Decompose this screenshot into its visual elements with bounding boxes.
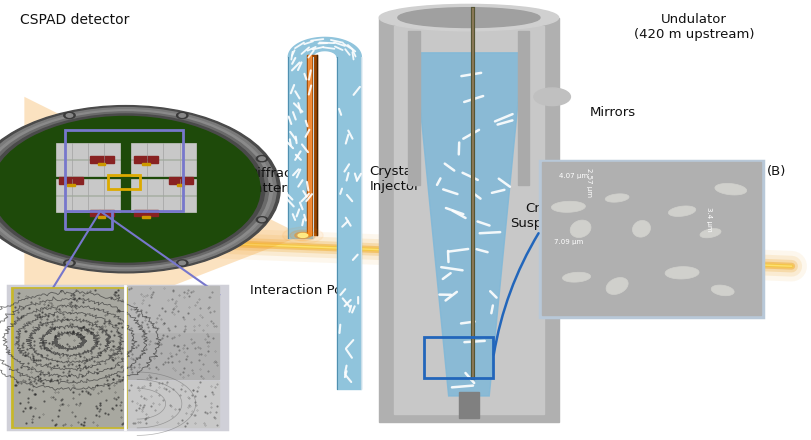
Ellipse shape [379,4,558,31]
Bar [308,55,311,235]
Bar [134,210,158,216]
Bar [542,162,760,315]
Text: (C): (C) [199,139,218,152]
Bar [108,175,140,189]
Polygon shape [562,272,590,282]
Circle shape [176,112,187,118]
Bar [127,333,219,379]
Bar [127,286,219,332]
Bar [98,163,105,165]
Text: Mirrors: Mirrors [590,106,635,119]
Polygon shape [610,231,656,271]
Ellipse shape [298,233,307,238]
Polygon shape [288,37,361,57]
Circle shape [0,112,268,267]
Polygon shape [710,285,733,296]
Bar [169,177,192,184]
Bar [12,288,126,427]
Circle shape [0,114,264,264]
Bar [423,337,492,378]
Polygon shape [699,229,720,238]
Bar [393,26,543,414]
Circle shape [64,112,75,118]
Text: 2.57 μm: 2.57 μm [586,168,591,197]
Ellipse shape [298,233,307,238]
Bar [177,184,184,186]
Bar [56,179,120,195]
Circle shape [0,110,272,268]
Polygon shape [569,220,590,238]
Bar [458,392,478,418]
Bar [59,177,83,184]
Polygon shape [551,201,585,213]
Polygon shape [605,278,628,294]
Circle shape [64,260,75,266]
Bar [65,130,182,211]
Bar [539,161,762,317]
Ellipse shape [294,232,311,238]
Bar [67,184,75,186]
Circle shape [0,117,260,262]
Circle shape [178,261,185,265]
Bar [131,197,195,213]
Bar [142,163,149,165]
Bar [131,179,195,195]
Circle shape [256,216,268,223]
Bar [379,18,558,422]
Polygon shape [595,231,642,271]
Bar [131,143,195,159]
Bar [408,31,419,185]
Polygon shape [414,53,522,396]
Bar [337,57,361,389]
Circle shape [0,106,280,273]
Bar [56,197,120,213]
Polygon shape [714,183,746,195]
Bar [89,210,114,216]
Bar [131,160,195,176]
Bar [98,216,105,218]
Circle shape [178,114,185,117]
Text: 7.09 μm: 7.09 μm [553,239,582,245]
Bar [517,31,529,185]
Circle shape [0,108,276,271]
Text: (B): (B) [766,165,786,178]
Circle shape [67,261,73,265]
Bar [8,286,227,429]
Bar [56,143,120,159]
Text: CSPAD detector: CSPAD detector [20,13,130,27]
Ellipse shape [534,88,569,106]
Circle shape [259,218,265,221]
Text: 3.4 μm: 3.4 μm [706,207,711,232]
Bar [306,55,316,235]
Circle shape [176,260,187,266]
Ellipse shape [397,8,539,27]
Circle shape [67,114,73,117]
Bar [14,289,124,426]
Polygon shape [632,220,650,237]
Text: 4.07 μm: 4.07 μm [558,173,587,179]
Bar [56,160,120,176]
Circle shape [259,157,265,161]
Bar [127,381,219,427]
Circle shape [256,156,268,162]
Bar [142,216,149,218]
Text: Diffraction
Pattern: Diffraction Pattern [247,167,317,195]
Ellipse shape [290,230,315,241]
Text: Crystal
Injector: Crystal Injector [369,165,419,193]
Text: Undulator
(420 m upstream): Undulator (420 m upstream) [633,13,753,41]
Polygon shape [24,97,303,343]
Polygon shape [664,267,698,279]
Ellipse shape [282,227,323,244]
Polygon shape [667,206,695,216]
Bar [134,156,158,163]
Text: Interaction Point: Interaction Point [249,284,359,297]
Bar [89,156,114,163]
Text: Crystal
Suspension: Crystal Suspension [509,202,586,231]
Polygon shape [604,194,629,202]
Bar [288,57,312,238]
